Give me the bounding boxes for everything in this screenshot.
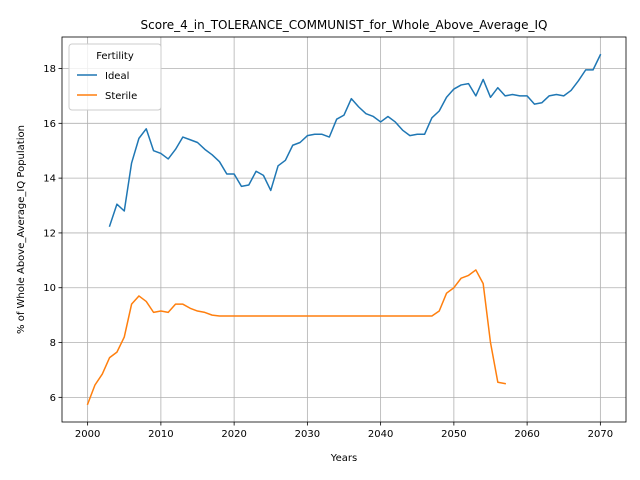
y-tick-label: 16	[43, 119, 56, 130]
x-tick-label: 2060	[514, 429, 539, 440]
axis-ticks: 2000 2010 2020 2030 2040 2050 2060 2070 6 8 10 12 14…	[43, 64, 613, 440]
y-tick-label: 18	[43, 64, 56, 75]
x-tick-label: 2050	[441, 429, 466, 440]
series-line-sterile	[86, 269, 507, 406]
legend-box	[68, 43, 162, 111]
series-lines	[86, 53, 602, 406]
series-line-ideal	[108, 53, 602, 228]
x-axis-title: Years	[330, 453, 357, 464]
x-tick-label: 2020	[221, 429, 246, 440]
chart-title: Score_4_in_TOLERANCE_COMMUNIST_for_Whole…	[141, 18, 548, 32]
x-tick-label: 2010	[148, 429, 173, 440]
y-tick-label: 14	[43, 174, 56, 185]
x-tick-label: 2070	[588, 429, 613, 440]
y-tick-label: 6	[50, 393, 56, 404]
legend: Fertility Ideal Sterile	[68, 43, 162, 111]
legend-label-sterile: Sterile	[105, 91, 137, 102]
x-tick-label: 2030	[295, 429, 320, 440]
y-tick-label: 8	[50, 338, 56, 349]
grid-lines	[62, 37, 626, 422]
legend-title: Fertility	[96, 51, 134, 62]
y-tick-label: 10	[43, 283, 56, 294]
x-tick-label: 2040	[368, 429, 393, 440]
x-tick-label: 2000	[75, 429, 100, 440]
y-axis-title: % of Whole Above_Average_IQ Population	[16, 125, 27, 334]
legend-label-ideal: Ideal	[105, 71, 129, 82]
plot-area-frame	[61, 36, 627, 423]
y-tick-label: 12	[43, 228, 56, 239]
